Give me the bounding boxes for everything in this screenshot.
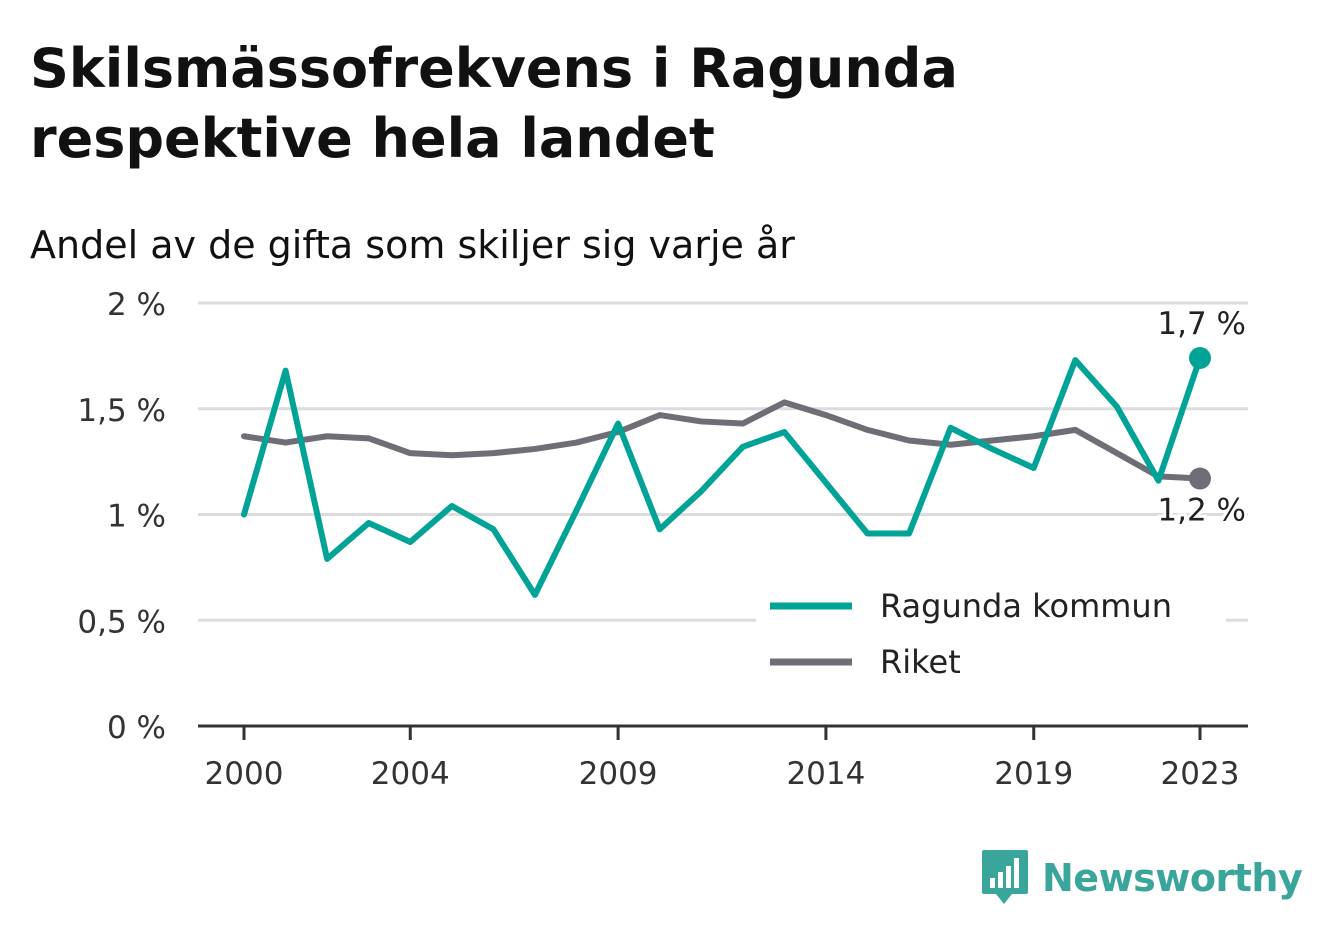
chart-title: Skilsmässofrekvens i Ragunda respektive …	[30, 37, 958, 170]
y-axis-tick-labels: 0 % 0,5 % 1 % 1,5 % 2 %	[77, 287, 166, 746]
x-tick-label: 2023	[1161, 756, 1240, 792]
x-tick-label: 2019	[994, 756, 1073, 792]
legend-label: Riket	[880, 643, 961, 681]
x-tick-label: 2000	[205, 756, 284, 792]
x-tick-label: 2009	[579, 756, 658, 792]
riket-end-label: 1,2 %	[1157, 493, 1246, 529]
ragunda-end-label: 1,7 %	[1157, 306, 1246, 342]
series-lines	[241, 354, 1203, 598]
legend-background	[756, 572, 1226, 700]
y-tick-label: 1,5 %	[77, 393, 166, 429]
brand-name: Newsworthy	[1042, 856, 1303, 900]
y-tick-label: 0,5 %	[77, 604, 166, 640]
legend-label: Ragunda kommun	[880, 587, 1172, 625]
riket-line	[241, 399, 1203, 482]
end-labels: 1,7 % 1,2 %	[1154, 303, 1249, 532]
x-tick-label: 2014	[786, 756, 865, 792]
newsworthy-logo: Newsworthy	[980, 848, 1303, 908]
chart-subtitle: Andel av de gifta som skiljer sig varje …	[30, 223, 795, 267]
legend: Ragunda kommun Riket	[756, 572, 1226, 700]
y-tick-label: 2 %	[107, 287, 166, 323]
y-tick-label: 1 %	[107, 499, 166, 535]
ragunda-line	[241, 354, 1203, 598]
bar-chart-speech-bubble-icon	[982, 850, 1028, 904]
x-tick-label: 2004	[371, 756, 450, 792]
x-axis: 2000 2004 2009 2014 2019 2023	[198, 724, 1248, 792]
riket-end-point	[1189, 467, 1211, 490]
ragunda-end-point	[1189, 346, 1211, 369]
y-tick-label: 0 %	[107, 710, 166, 746]
